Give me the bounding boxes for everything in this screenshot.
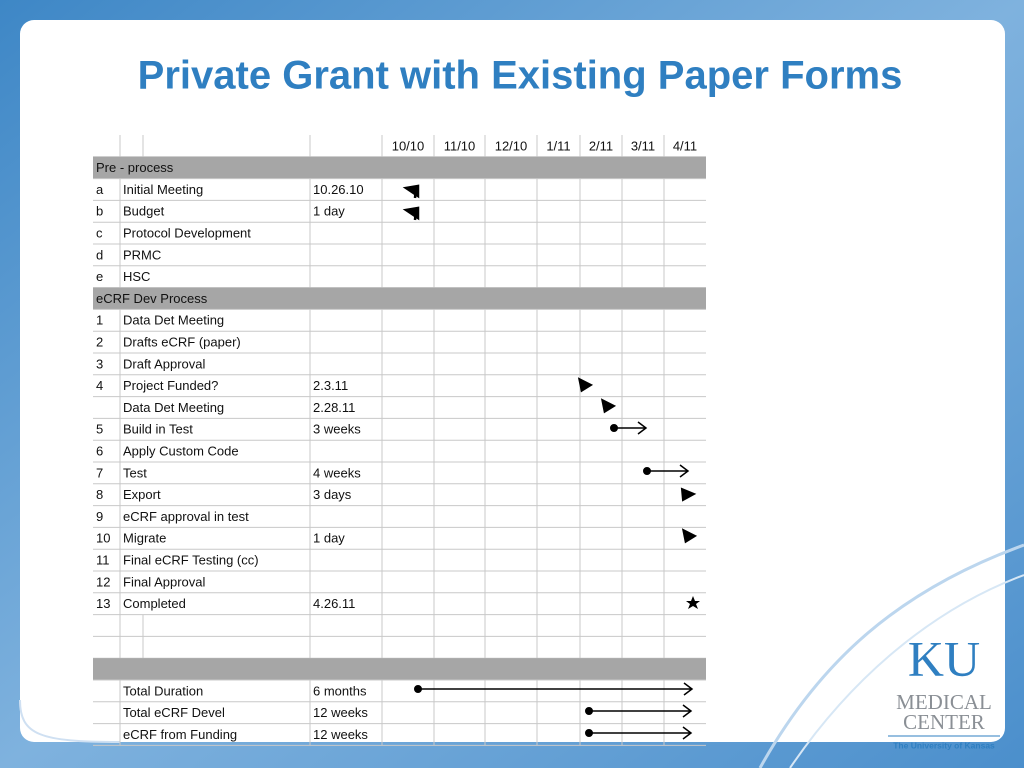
task-id: d xyxy=(96,247,103,262)
task-name: Drafts eCRF (paper) xyxy=(123,335,241,350)
task-name: eCRF from Funding xyxy=(123,727,237,742)
task-name: Build in Test xyxy=(123,422,193,437)
task-name: Final Approval xyxy=(123,574,205,589)
task-name: Project Funded? xyxy=(123,378,218,393)
bar-arrow xyxy=(647,464,690,478)
logo: KU MEDICAL CENTER The University of Kans… xyxy=(888,630,1000,750)
task-duration: 6 months xyxy=(313,683,367,698)
task-id: 9 xyxy=(96,509,103,524)
bar-arrow xyxy=(589,704,693,718)
milestone xyxy=(402,184,420,199)
bar-arrow xyxy=(614,421,648,435)
task-name: Total eCRF Devel xyxy=(123,705,225,720)
month-label: 3/11 xyxy=(631,138,655,153)
logo-line: MEDICAL xyxy=(896,690,992,714)
task-id: 4 xyxy=(96,378,103,393)
task-duration: 12 weeks xyxy=(313,705,368,720)
task-name: eCRF approval in test xyxy=(123,509,249,524)
task-name: Apply Custom Code xyxy=(123,444,239,459)
milestone xyxy=(600,398,617,414)
month-label: 11/10 xyxy=(444,138,476,153)
task-name: Completed xyxy=(123,596,186,611)
swoosh xyxy=(19,699,121,743)
task-name: Migrate xyxy=(123,531,166,546)
month-label: 2/11 xyxy=(589,138,613,153)
task-duration: 12 weeks xyxy=(313,727,368,742)
milestone xyxy=(577,377,594,393)
task-name: Draft Approval xyxy=(123,356,205,371)
logo-line: CENTER xyxy=(903,710,985,734)
task-id: 3 xyxy=(96,356,103,371)
task-id: 10 xyxy=(96,531,110,546)
task-duration: 3 weeks xyxy=(313,422,361,437)
task-duration: 4 weeks xyxy=(313,465,361,480)
task-name: Export xyxy=(123,487,161,502)
milestone xyxy=(402,206,420,221)
swoosh xyxy=(758,543,1024,768)
month-label: 10/10 xyxy=(392,138,425,153)
milestone xyxy=(681,528,698,544)
task-id: e xyxy=(96,269,103,284)
task-name: Total Duration xyxy=(123,683,203,698)
task-duration: 2.28.11 xyxy=(313,400,355,415)
month-label: 4/11 xyxy=(673,138,697,153)
completion-star xyxy=(686,596,700,609)
task-id: 7 xyxy=(96,465,103,480)
section-band xyxy=(93,658,706,680)
milestone xyxy=(680,487,697,502)
bar-arrow xyxy=(418,682,694,696)
task-duration: 2.3.11 xyxy=(313,378,348,393)
task-duration: 3 days xyxy=(313,487,352,502)
task-name: Budget xyxy=(123,204,165,219)
task-duration: 4.26.11 xyxy=(313,596,355,611)
task-duration: 10.26.10 xyxy=(313,182,364,197)
task-id: 1 xyxy=(96,313,103,328)
task-id: 2 xyxy=(96,335,103,350)
gantt-markers xyxy=(402,184,700,740)
task-id: b xyxy=(96,204,103,219)
section-title: Pre - process xyxy=(96,160,174,175)
task-name: Data Det Meeting xyxy=(123,400,224,415)
task-name: Initial Meeting xyxy=(123,182,203,197)
section-band xyxy=(93,156,706,179)
task-id: 11 xyxy=(96,553,110,568)
swoosh xyxy=(789,574,1024,768)
slide-title: Private Grant with Existing Paper Forms xyxy=(138,54,903,98)
month-label: 12/10 xyxy=(495,138,528,153)
task-duration: 1 day xyxy=(313,204,345,219)
task-id: 13 xyxy=(96,596,110,611)
logo-tagline: The University of Kansas xyxy=(893,740,995,750)
task-name: Protocol Development xyxy=(123,226,251,241)
task-id: c xyxy=(96,226,103,241)
task-name: Data Det Meeting xyxy=(123,313,224,328)
task-name: HSC xyxy=(123,269,150,284)
task-name: Test xyxy=(123,465,147,480)
gantt-table: 10/10 11/10 12/10 1/11 2/11 3/11 4/11 Pre - pro… xyxy=(93,135,706,746)
task-id: 12 xyxy=(96,574,110,589)
task-id: 6 xyxy=(96,444,103,459)
task-name: PRMC xyxy=(123,247,161,262)
section-title: eCRF Dev Process xyxy=(96,291,208,306)
section-band xyxy=(93,287,706,310)
month-label: 1/11 xyxy=(546,138,570,153)
logo-mark: KU xyxy=(908,630,980,686)
task-id: a xyxy=(96,182,104,197)
task-name: Final eCRF Testing (cc) xyxy=(123,553,259,568)
task-id: 8 xyxy=(96,487,103,502)
task-duration: 1 day xyxy=(313,531,345,546)
task-id: 5 xyxy=(96,422,103,437)
bar-arrow xyxy=(589,726,693,740)
